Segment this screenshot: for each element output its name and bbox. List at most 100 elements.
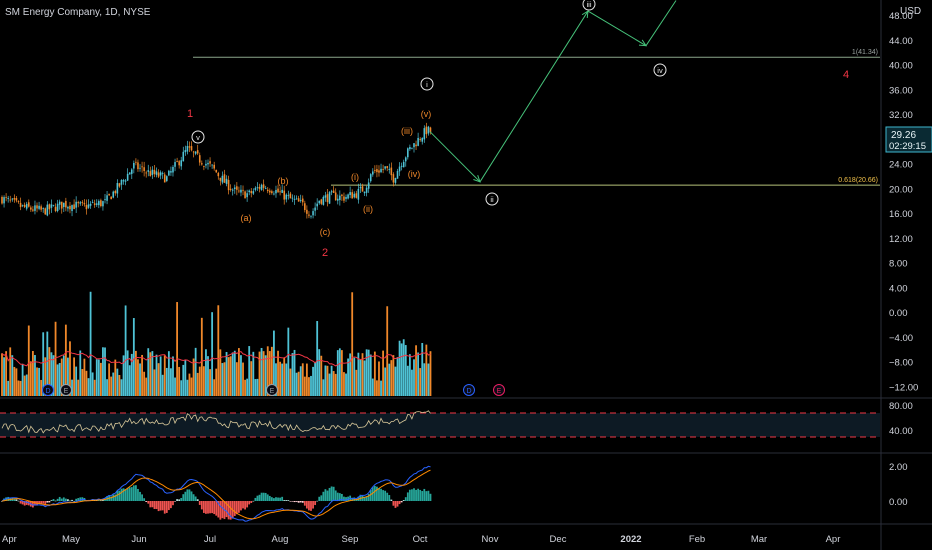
candle-body [48, 204, 51, 210]
macd-histogram-bar [305, 501, 308, 509]
macd-histogram-bar [32, 501, 34, 508]
candle-body [266, 189, 269, 192]
candle-body [328, 192, 331, 204]
volume-bar [392, 355, 395, 396]
volume-bar [112, 372, 115, 396]
volume-bar [262, 351, 265, 396]
candle-body [65, 201, 67, 208]
candle-body [304, 203, 306, 211]
candle-body [106, 195, 108, 201]
volume-bar [143, 371, 146, 396]
macd-histogram-bar [320, 495, 323, 501]
rsi-band-fill [0, 413, 880, 437]
volume-pane [1, 291, 432, 396]
macd-histogram-bar [361, 495, 364, 501]
macd-histogram-bar [423, 488, 426, 501]
macd-histogram-bar [283, 500, 286, 501]
candle-body [248, 190, 250, 193]
macd-histogram-bar [147, 501, 150, 504]
last-price-tag-box [885, 126, 932, 153]
candle-body [219, 177, 222, 181]
macd-histogram-bar [186, 489, 189, 501]
macd-histogram-bar [112, 494, 115, 501]
macd-histogram-bar [157, 501, 160, 512]
candle-body [1, 196, 3, 204]
macd-histogram-bar [398, 501, 401, 505]
volume-bar [408, 354, 411, 396]
macd-histogram-bar [221, 501, 224, 519]
macd-histogram-bar [229, 501, 232, 520]
candle-body [25, 203, 28, 209]
candle-body [58, 201, 61, 205]
volume-bar [149, 352, 152, 396]
volume-bar [336, 350, 339, 396]
candle-body [133, 162, 135, 169]
volume-bar [190, 377, 193, 396]
macd-histogram-bar [260, 492, 263, 501]
candle-body [112, 191, 115, 198]
candle-body [159, 172, 162, 176]
candle-body [180, 160, 183, 167]
candle-body [170, 171, 172, 173]
macd-histogram-bar [373, 485, 376, 501]
volume-bar [235, 362, 238, 396]
volume-bar [27, 325, 30, 396]
candle-body [23, 204, 26, 207]
volume-bar [184, 360, 187, 396]
candle-body [421, 138, 424, 142]
volume-bar [227, 357, 230, 396]
macd-histogram-bar [394, 501, 397, 508]
rsi-line [1, 410, 431, 434]
time-axis: Apr May Jun Jul Aug Sep Oct Nov Dec 2022 Feb Mar Apr [2, 534, 840, 545]
macd-histogram-bar [182, 494, 185, 501]
candle-body [11, 198, 14, 200]
candle-body [186, 146, 189, 152]
candle-body [81, 202, 84, 203]
volume-bar [114, 359, 117, 396]
macd-histogram-bar [336, 492, 339, 501]
volume-bar [54, 321, 57, 396]
volume-bar [9, 347, 12, 396]
candle-body [153, 169, 156, 175]
macd-histogram-bar [170, 501, 172, 509]
volume-bar [417, 352, 420, 396]
volume-bar [285, 363, 288, 396]
candle-body [19, 202, 22, 208]
macd-histogram-bar [38, 501, 40, 504]
candle-body [168, 170, 170, 176]
macd-histogram-bar [48, 501, 51, 503]
macd-histogram-bar [128, 487, 131, 501]
volume-bar [268, 351, 271, 396]
volume-bar [172, 356, 174, 396]
volume-bar [390, 360, 393, 396]
macd-histogram-bar [417, 488, 420, 501]
price-tick-label: −8.00 [889, 358, 913, 369]
macd-tick-label: 0.00 [889, 497, 908, 508]
candle-body [423, 128, 426, 140]
volume-bar [122, 355, 125, 396]
volume-bar [402, 339, 405, 396]
macd-histogram-bar [411, 489, 413, 501]
macd-histogram-bar [246, 501, 249, 508]
macd-histogram-bar [190, 491, 193, 501]
volume-bar [411, 369, 413, 396]
candle-body [120, 180, 123, 185]
time-tick-label: Feb [689, 534, 705, 545]
event-marker-label: D [466, 388, 471, 395]
volume-bar [120, 379, 123, 396]
volume-bar [151, 351, 154, 396]
volume-bar [69, 341, 71, 396]
candle-body [13, 197, 16, 200]
volume-bar [266, 346, 269, 396]
volume-bar [328, 373, 331, 396]
volume-bar [260, 347, 263, 396]
macd-histogram-bar [174, 501, 176, 502]
macd-histogram-bar [301, 501, 304, 503]
volume-bar [196, 372, 199, 396]
volume-bar [318, 349, 321, 396]
bar-countdown: 02:29:15 [889, 141, 926, 152]
last-price: 29.26 [891, 130, 916, 141]
macd-histogram-bar [427, 490, 430, 501]
volume-bar [299, 366, 302, 396]
